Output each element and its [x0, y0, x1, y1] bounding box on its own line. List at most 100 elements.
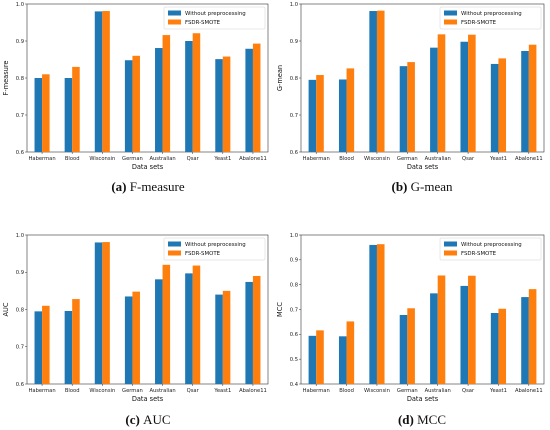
caption-letter: (d) [398, 412, 417, 427]
x-tick-label: Yeast1 [489, 388, 507, 394]
bar-without-preprocessing [338, 79, 347, 152]
x-tick-label: German [397, 156, 418, 162]
chart-panel-4: 0.4 0.5 0.6 0.7 0.8 0.9 1.0 Haberman Blood Wiscon… [276, 233, 545, 427]
y-tick-label: 0.6 [290, 150, 298, 156]
bar-fsdr-smote [346, 321, 355, 384]
bar-fsdr-smote [407, 62, 415, 153]
bar-without-preprocessing [245, 281, 253, 384]
bar-without-preprocessing [94, 11, 103, 153]
bar-fsdr-smote [102, 11, 110, 153]
bar-fsdr-smote [192, 265, 201, 384]
chart-panel-2: 0.6 0.7 0.8 0.9 1.0 Haberman Blood Wisconsin Ger… [276, 2, 545, 194]
bar-fsdr-smote [498, 308, 507, 384]
bar-fsdr-smote [192, 33, 201, 153]
x-tick-label: Haberman [303, 156, 330, 162]
legend-swatch [168, 19, 181, 25]
caption-letter: (b) [391, 179, 410, 194]
x-axis-label: Data sets [132, 163, 164, 171]
x-tick-label: German [122, 156, 143, 162]
x-tick-label: Blood [65, 388, 80, 394]
y-tick-label: 0.8 [290, 282, 298, 288]
x-tick-label: Yeast1 [213, 156, 231, 162]
bar-fsdr-smote [468, 34, 476, 152]
legend-swatch [444, 10, 457, 16]
chart-panel-3: 0.6 0.7 0.8 0.9 1.0 Haberman Blood Wisconsin Ger… [2, 233, 269, 427]
bar-without-preprocessing [185, 41, 193, 152]
bar-fsdr-smote [132, 291, 140, 384]
legend-label: Without preprocessing [185, 11, 246, 17]
legend-label: Without preprocessing [461, 11, 522, 17]
bar-without-preprocessing [338, 336, 347, 384]
bar-without-preprocessing [308, 79, 317, 152]
bar-fsdr-smote [72, 299, 80, 384]
x-axis-label: Data sets [407, 163, 439, 171]
chart-panel-1: 0.6 0.7 0.8 0.9 1.0 Haberman Blood Wisconsin Ger… [2, 2, 269, 194]
bar-without-preprocessing [490, 312, 499, 384]
bar-without-preprocessing [64, 78, 73, 152]
x-tick-label: Yeast1 [213, 388, 231, 394]
bar-fsdr-smote [222, 56, 231, 152]
x-tick-label: Australian [425, 388, 451, 394]
x-axis-label: Data sets [407, 395, 439, 403]
y-tick-label: 0.9 [16, 39, 24, 45]
x-tick-label: Abalone11 [515, 156, 543, 162]
legend: Without preprocessing FSDR-SMOTE [163, 6, 266, 30]
legend-swatch [444, 250, 457, 256]
x-tick-label: Wisconsin [89, 388, 115, 394]
y-tick-label: 1.0 [16, 2, 24, 8]
bar-fsdr-smote [468, 275, 476, 384]
bar-without-preprocessing [460, 285, 469, 384]
bar-without-preprocessing [490, 63, 499, 152]
bar-without-preprocessing [215, 59, 223, 152]
legend-swatch [444, 19, 457, 25]
x-axis-label: Data sets [132, 395, 164, 403]
x-tick-label: Qsar [187, 388, 200, 394]
y-tick-label: 0.4 [290, 382, 299, 388]
bar-fsdr-smote [252, 43, 261, 153]
y-tick-label: 0.6 [16, 382, 24, 388]
legend-label: Without preprocessing [461, 242, 522, 248]
caption-text: F-measure [130, 179, 185, 194]
y-tick-label: 0.8 [16, 76, 24, 82]
caption-letter: (c) [125, 412, 143, 427]
y-tick-label: 0.7 [290, 307, 298, 313]
x-tick-label: Haberman [303, 388, 330, 394]
legend-swatch [444, 241, 457, 247]
bar-without-preprocessing [369, 244, 377, 384]
bar-without-preprocessing [34, 78, 43, 152]
bar-fsdr-smote [252, 275, 261, 384]
legend-swatch [168, 250, 181, 256]
bar-without-preprocessing [155, 48, 163, 152]
bar-without-preprocessing [94, 242, 103, 384]
legend-label: FSDR-SMOTE [461, 20, 497, 26]
legend-label: FSDR-SMOTE [185, 20, 221, 26]
bar-fsdr-smote [132, 55, 140, 152]
y-tick-label: 0.8 [16, 307, 24, 313]
bar-without-preprocessing [155, 279, 163, 384]
x-tick-label: Wisconsin [89, 156, 115, 162]
bar-without-preprocessing [308, 335, 317, 384]
y-axis-label: G-mean [276, 65, 284, 91]
caption-text: AUC [143, 412, 170, 427]
y-axis-label: MCC [276, 302, 284, 317]
legend-swatch [168, 10, 181, 16]
caption-letter: (a) [111, 179, 129, 194]
x-tick-label: Wisconsin [364, 388, 390, 394]
bar-without-preprocessing [124, 296, 133, 384]
x-tick-label: German [397, 388, 418, 394]
bar-fsdr-smote [316, 75, 324, 152]
legend: Without preprocessing FSDR-SMOTE [163, 237, 266, 261]
panel-caption: (d) MCC [398, 412, 446, 427]
y-tick-label: 1.0 [290, 233, 298, 239]
y-tick-label: 0.9 [16, 270, 24, 276]
bar-fsdr-smote [72, 66, 80, 152]
bar-without-preprocessing [64, 310, 73, 384]
y-tick-label: 0.6 [290, 332, 298, 338]
x-tick-label: Wisconsin [364, 156, 390, 162]
y-tick-label: 0.7 [290, 113, 298, 119]
bar-fsdr-smote [316, 330, 324, 384]
y-tick-label: 1.0 [16, 233, 24, 239]
y-axis-label: F-measure [2, 61, 10, 96]
bar-without-preprocessing [34, 311, 43, 384]
